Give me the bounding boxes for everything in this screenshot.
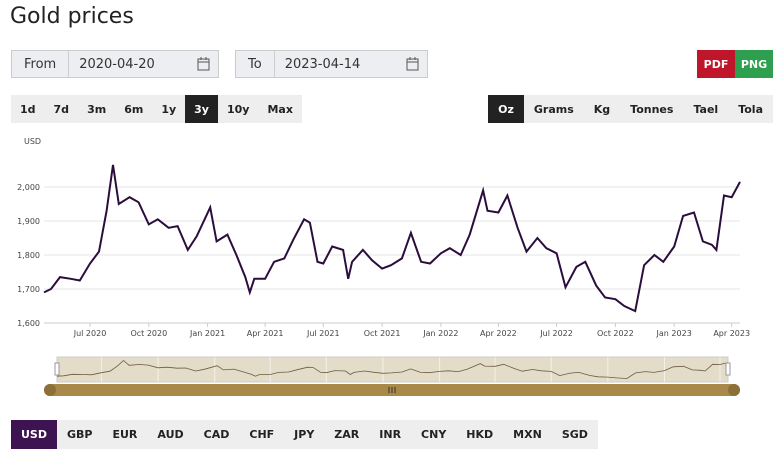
scroll-grip bbox=[388, 387, 396, 393]
to-value: 2023-04-14 bbox=[284, 56, 361, 72]
range-button[interactable]: 3m bbox=[87, 102, 107, 116]
from-value: 2020-04-20 bbox=[79, 56, 155, 72]
currency-button[interactable]: CHF bbox=[249, 428, 275, 441]
currency-buttons: USD GBP EUR AUD CAD CHF JPY ZAR INR CNY HKD MXN SGD bbox=[11, 420, 598, 449]
range-button[interactable]: 6m bbox=[124, 102, 144, 116]
currency-button[interactable]: CAD bbox=[203, 428, 230, 441]
currency-button[interactable]: EUR bbox=[112, 428, 138, 441]
scroll-right bbox=[728, 384, 740, 396]
x-tick-label: Jan 2022 bbox=[422, 329, 458, 338]
x-tick-label: Apr 2021 bbox=[247, 329, 284, 338]
range-button[interactable]: Max bbox=[267, 102, 293, 116]
currency-button[interactable]: SGD bbox=[561, 428, 588, 441]
unit-buttons: Oz Grams Kg Tonnes Tael Tola bbox=[488, 95, 773, 123]
from-date[interactable]: 2020-04-20 bbox=[69, 51, 218, 77]
currency-button[interactable]: JPY bbox=[294, 428, 315, 441]
from-label: From bbox=[12, 51, 70, 77]
from-field[interactable]: From 2020-04-20 bbox=[11, 50, 219, 78]
unit-button[interactable]: Tael bbox=[693, 102, 719, 116]
scroll-left bbox=[44, 384, 56, 396]
currency-button[interactable]: USD bbox=[11, 420, 57, 449]
chart: USD 1,600 1,700 1,800 1,900 2,000 Jul 2020 Oct… bbox=[17, 137, 750, 396]
unit-button[interactable]: Kg bbox=[593, 102, 611, 116]
range-button[interactable]: 7d bbox=[53, 102, 70, 116]
y-tick-label: 1,700 bbox=[17, 285, 40, 294]
unit-button[interactable]: Oz bbox=[488, 95, 524, 123]
range-button[interactable]: 10y bbox=[226, 102, 250, 116]
range-buttons: 1d 7d 3m 6m 1y 3y 10y Max bbox=[11, 95, 302, 123]
y-tick-label: 1,600 bbox=[17, 319, 40, 328]
x-tick-label: Apr 2022 bbox=[480, 329, 517, 338]
navigator-handle bbox=[54, 362, 60, 376]
calendar-icon[interactable] bbox=[197, 57, 210, 71]
unit-button[interactable]: Tola bbox=[738, 102, 763, 116]
x-tick-label: Jul 2021 bbox=[306, 329, 340, 338]
range-button[interactable]: 1d bbox=[20, 102, 36, 116]
currency-button[interactable]: INR bbox=[379, 428, 402, 441]
price-line bbox=[43, 164, 741, 313]
y-tick-label: 1,900 bbox=[17, 217, 40, 226]
to-label: To bbox=[236, 51, 275, 77]
currency-button[interactable]: AUD bbox=[157, 428, 184, 441]
y-tick-label: 1,800 bbox=[17, 251, 40, 260]
y-axis-label: USD bbox=[24, 137, 41, 146]
png-button[interactable]: PNG bbox=[735, 50, 773, 78]
x-tick-label: Jan 2023 bbox=[656, 329, 692, 338]
currency-button[interactable]: CNY bbox=[421, 428, 447, 441]
navigator-line bbox=[56, 359, 729, 379]
range-button[interactable]: 3y bbox=[185, 95, 218, 123]
x-tick-label: Apr 2023 bbox=[713, 329, 750, 338]
currency-button[interactable]: ZAR bbox=[334, 428, 360, 441]
currency-button[interactable]: HKD bbox=[466, 428, 494, 441]
export-buttons: PDF PNG bbox=[697, 50, 773, 78]
currency-button[interactable]: MXN bbox=[513, 428, 542, 441]
calendar-icon[interactable] bbox=[406, 57, 419, 71]
x-tick-label: Jul 2020 bbox=[73, 329, 107, 338]
unit-button[interactable]: Grams bbox=[533, 102, 574, 116]
x-tick-label: Jan 2021 bbox=[189, 329, 225, 338]
range-button[interactable]: 1y bbox=[161, 102, 177, 116]
unit-button[interactable]: Tonnes bbox=[630, 102, 674, 116]
page-title: Gold prices bbox=[10, 4, 134, 29]
x-tick-label: Oct 2022 bbox=[597, 329, 634, 338]
navigator-bg bbox=[56, 356, 729, 383]
x-tick-label: Jul 2022 bbox=[539, 329, 573, 338]
x-tick-label: Oct 2020 bbox=[130, 329, 167, 338]
x-tick-label: Oct 2021 bbox=[364, 329, 401, 338]
to-field[interactable]: To 2023-04-14 bbox=[235, 50, 428, 78]
currency-button[interactable]: GBP bbox=[67, 428, 93, 441]
y-tick-label: 2,000 bbox=[17, 183, 40, 192]
pdf-button[interactable]: PDF bbox=[697, 50, 735, 78]
to-date[interactable]: 2023-04-14 bbox=[274, 51, 427, 77]
navigator-handle bbox=[725, 362, 731, 376]
